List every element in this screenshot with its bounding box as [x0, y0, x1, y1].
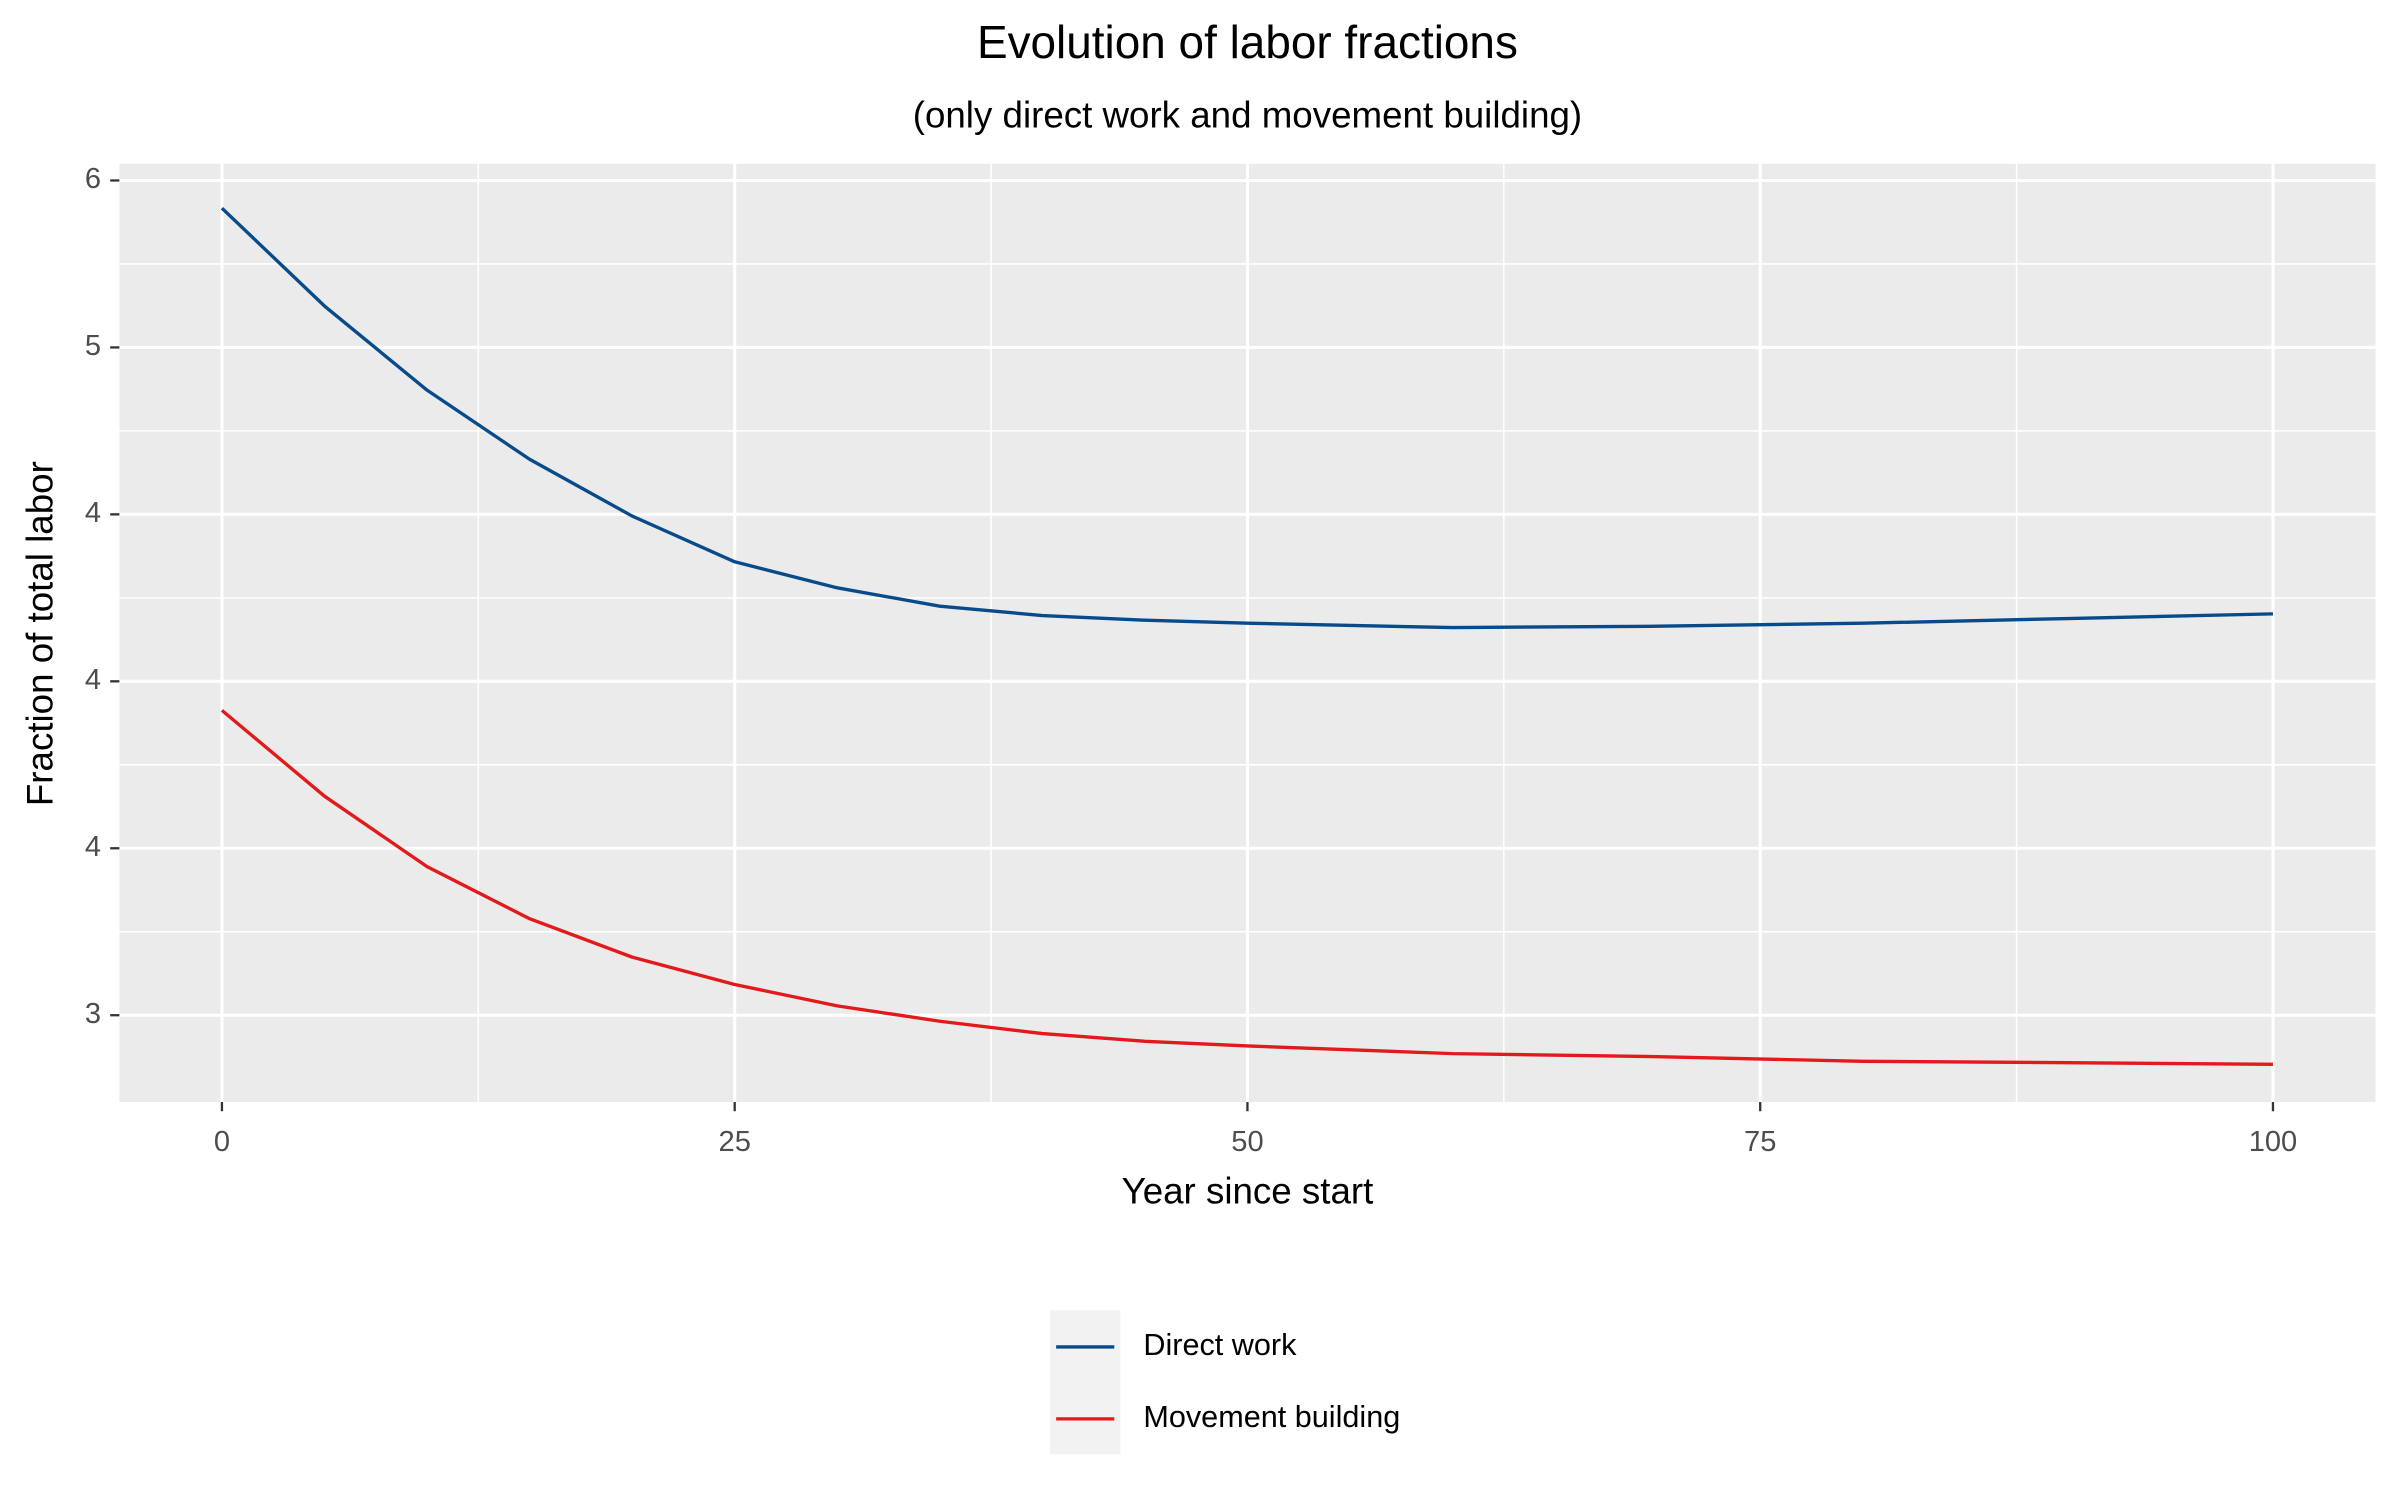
- y-tick-label: 6: [85, 163, 101, 195]
- y-tick-label: 3: [85, 998, 101, 1030]
- legend-label: Movement building: [1143, 1400, 1400, 1434]
- line-series: [220, 206, 2273, 630]
- y-tick-label: 5: [85, 330, 101, 362]
- line-series: [220, 709, 2273, 1066]
- x-tick-label: 0: [214, 1126, 230, 1158]
- y-tick-label: 4: [85, 831, 101, 863]
- y-tick-label: 4: [85, 497, 101, 529]
- x-tick-label: 100: [2249, 1126, 2298, 1158]
- chart-title: Evolution of labor fractions: [977, 16, 1518, 68]
- chart-subtitle: (only direct work and movement building): [913, 95, 1582, 136]
- x-tick-label: 75: [1744, 1126, 1776, 1158]
- x-axis-title: Year since start: [1122, 1171, 1374, 1212]
- x-tick-label: 25: [719, 1126, 751, 1158]
- legend-key-background: [1050, 1310, 1121, 1455]
- legend-label: Direct work: [1143, 1328, 1297, 1362]
- x-tick-label: 50: [1231, 1126, 1263, 1158]
- y-tick-label: 4: [85, 664, 101, 696]
- y-axis-title: Fraction of total labor: [20, 461, 61, 806]
